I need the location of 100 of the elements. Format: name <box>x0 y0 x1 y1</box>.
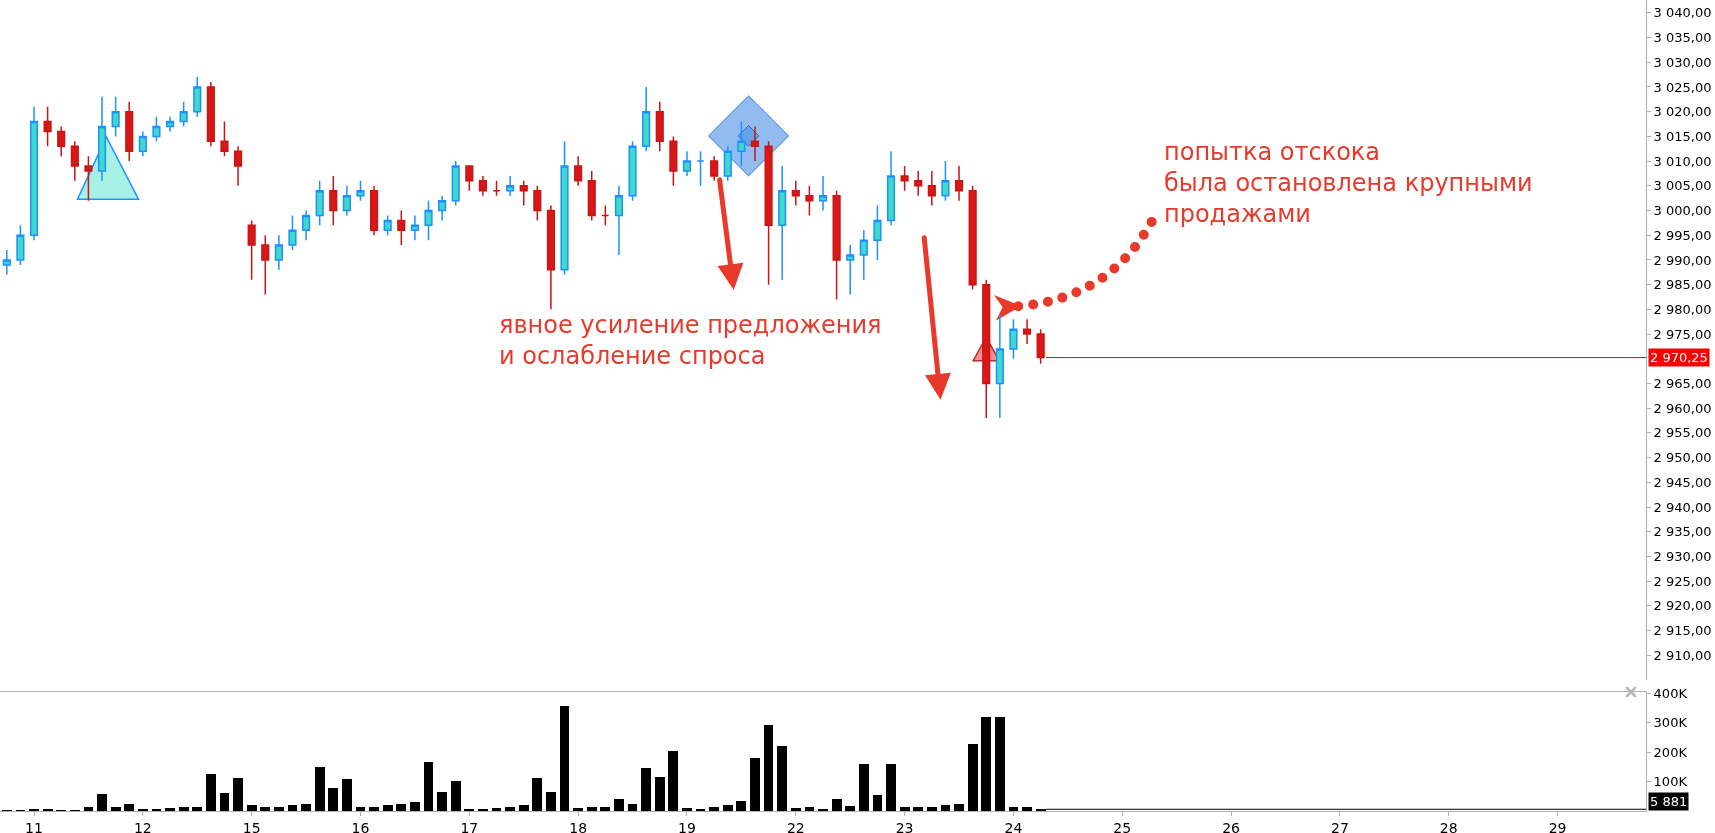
candlestick <box>342 185 351 217</box>
bar <box>573 808 584 811</box>
candlestick <box>125 101 134 162</box>
candlestick <box>1009 318 1018 360</box>
bar <box>1022 807 1032 811</box>
y-tick-label: 300K <box>1653 715 1688 731</box>
bar <box>981 716 992 811</box>
bar <box>260 807 271 811</box>
candlestick <box>2 249 11 276</box>
bar <box>1008 807 1019 811</box>
y-tick-label: 2 910,00 <box>1653 647 1712 663</box>
candlestick <box>16 224 25 266</box>
bar <box>518 805 529 811</box>
y-tick-label: 2 940,00 <box>1653 499 1712 515</box>
bar <box>994 716 1005 811</box>
bar <box>301 803 311 811</box>
y-tick-label: 2 975,00 <box>1653 326 1712 342</box>
bar <box>423 762 434 811</box>
candlestick <box>193 76 202 118</box>
y-tick-label: 3 035,00 <box>1653 30 1712 46</box>
bar <box>396 803 407 811</box>
y-tick-label: 2 950,00 <box>1653 450 1712 466</box>
y-tick-label: 2 925,00 <box>1653 573 1712 589</box>
candlestick <box>506 175 515 197</box>
candlestick <box>451 160 460 207</box>
candlestick <box>737 120 746 167</box>
bar <box>600 806 611 811</box>
x-tick-label: 19 <box>678 819 696 833</box>
bar <box>124 803 135 811</box>
y-tick-label: 2 965,00 <box>1653 376 1712 392</box>
x-tick-label: 11 <box>25 819 43 833</box>
candlestick <box>778 165 787 281</box>
bar <box>178 807 189 811</box>
y-tick-label: 2 945,00 <box>1653 474 1712 490</box>
candlestick <box>138 130 147 157</box>
candlestick <box>247 219 256 281</box>
bar <box>763 724 774 811</box>
bar <box>722 805 733 811</box>
candlestick <box>832 190 841 301</box>
y-tick-label: 2 915,00 <box>1653 623 1712 639</box>
bar <box>369 806 379 811</box>
x-tick-label: 29 <box>1548 819 1567 833</box>
x-tick-label: 23 <box>895 819 914 833</box>
candlestick <box>424 199 433 241</box>
x-tick-label: 17 <box>460 819 479 833</box>
bar <box>165 808 175 811</box>
candlestick <box>764 140 773 286</box>
bar <box>709 806 720 811</box>
candlestick <box>546 204 556 311</box>
bar <box>219 792 230 811</box>
bar <box>97 794 107 811</box>
bar <box>858 763 869 811</box>
x-tick-label: 26 <box>1222 819 1241 833</box>
candlestick <box>97 96 107 182</box>
candlestick <box>533 185 542 222</box>
bar <box>913 807 924 811</box>
candlestick <box>710 155 719 182</box>
candlestick <box>519 180 528 207</box>
candlestick <box>682 150 692 177</box>
candlestick <box>1022 318 1032 345</box>
bar <box>967 744 978 811</box>
candlestick <box>574 155 583 187</box>
candlestick <box>846 244 855 296</box>
candlestick <box>261 234 270 296</box>
y-tick-label: 2 960,00 <box>1653 400 1712 416</box>
candlestick <box>301 209 311 241</box>
x-tick-label: 24 <box>1004 819 1023 833</box>
candlestick <box>886 150 896 227</box>
bar <box>450 780 461 811</box>
bar <box>586 807 597 811</box>
candlestick <box>941 160 950 202</box>
bar <box>668 751 679 811</box>
candlestick <box>315 180 324 227</box>
y-tick-label: 3 020,00 <box>1653 104 1712 120</box>
x-tick-label: 25 <box>1113 819 1132 833</box>
candlestick <box>410 214 419 241</box>
candlestick <box>696 150 705 187</box>
bar <box>246 805 257 811</box>
candlestick <box>587 170 596 222</box>
bar <box>341 779 352 811</box>
candlestick <box>438 194 447 222</box>
y-tick-label: 2 990,00 <box>1653 252 1712 268</box>
bar <box>437 791 447 811</box>
candlestick <box>274 234 283 271</box>
candlestick <box>397 209 406 246</box>
candlestick <box>492 180 501 197</box>
candlestick <box>723 145 732 182</box>
candlestick <box>873 204 882 261</box>
candlestick <box>669 135 678 187</box>
candlestick <box>288 214 297 251</box>
candlestick <box>914 170 923 197</box>
bar <box>614 798 624 811</box>
bar <box>192 806 203 811</box>
candlestick <box>628 140 637 202</box>
y-tick-label: 2 920,00 <box>1653 598 1712 614</box>
candlestick <box>968 185 977 291</box>
bar <box>641 768 652 811</box>
y-tick-label: 2 980,00 <box>1653 301 1712 317</box>
y-tick-label: 3 005,00 <box>1653 178 1712 194</box>
candlestick <box>614 185 624 256</box>
